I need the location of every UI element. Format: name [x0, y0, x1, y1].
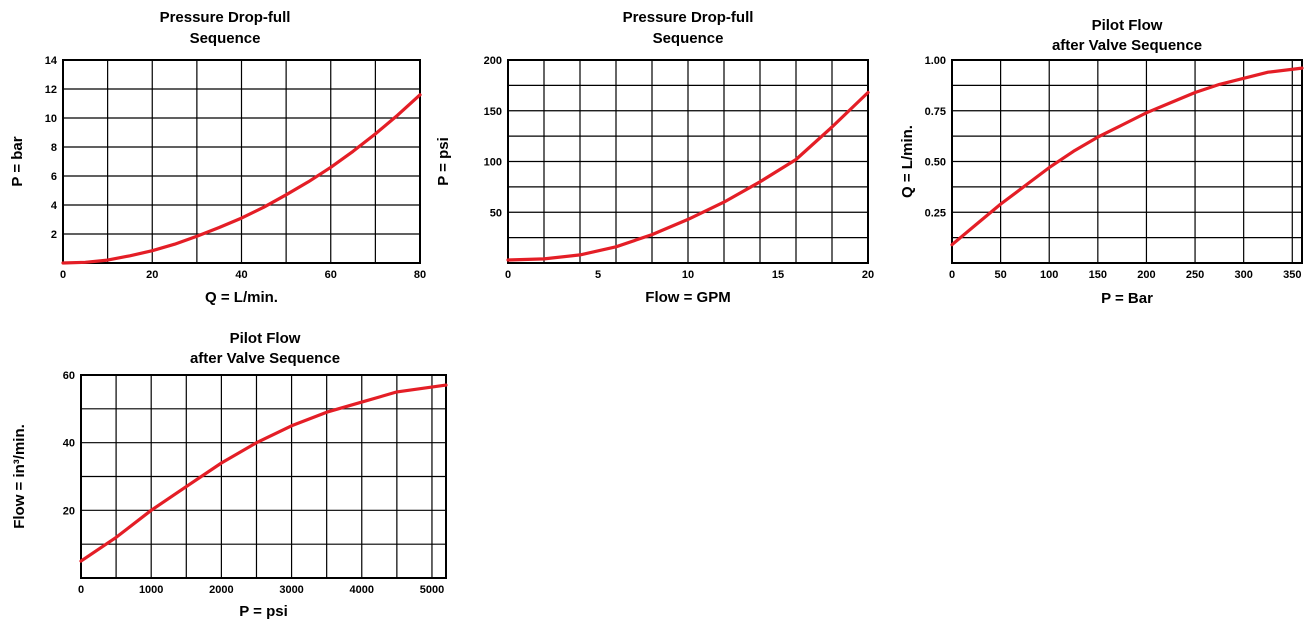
y-tick-label: 50: [490, 207, 502, 219]
plot-frame: [951, 59, 1303, 264]
y-axis-label: P = bar: [9, 136, 26, 186]
chart-4: Pilot Flow after Valve Sequence 0 1000 2000 3…: [11, 330, 448, 620]
y-axis-label: P = psi: [435, 137, 452, 186]
x-tick-label: 250: [1186, 269, 1204, 281]
x-tick-label: 40: [235, 269, 247, 281]
x-tick-label: 5000: [420, 584, 444, 596]
y-tick-label: 6: [51, 171, 57, 183]
y-tick-label: 1.00: [925, 55, 946, 67]
chart-title: Pilot Flow: [1092, 17, 1163, 34]
x-tick-label: 20: [146, 269, 158, 281]
chart-title: Pressure Drop-full: [160, 9, 291, 26]
y-axis-label: Q = L/min.: [899, 125, 916, 198]
x-tick-label: 100: [1040, 269, 1058, 281]
chart-title: Pilot Flow: [230, 330, 301, 347]
y-tick-label: 100: [484, 157, 502, 169]
chart-1: Pressure Drop-full Sequence 0 20 40 60 80 2 4 6 8 1…: [9, 9, 426, 306]
x-tick-label: 10: [682, 269, 694, 281]
x-tick-label: 80: [414, 269, 426, 281]
y-tick-label: 40: [63, 438, 75, 450]
x-tick-label: 50: [994, 269, 1006, 281]
x-tick-label: 2000: [209, 584, 233, 596]
x-tick-label: 4000: [350, 584, 374, 596]
series-line: [79, 383, 448, 563]
series-line: [950, 66, 1304, 247]
chart-3: Pilot Flow after Valve Sequence 0 50 100 150 2…: [899, 17, 1304, 307]
chart-title: after Valve Sequence: [190, 350, 340, 367]
y-tick-label: 12: [45, 84, 57, 96]
series-line: [61, 93, 422, 265]
x-axis-label: P = psi: [239, 603, 288, 620]
y-tick-label: 0.50: [925, 157, 946, 169]
x-tick-label: 200: [1137, 269, 1155, 281]
x-tick-label: 0: [60, 269, 66, 281]
x-tick-label: 1000: [139, 584, 163, 596]
x-tick-label: 0: [505, 269, 511, 281]
y-tick-label: 0.25: [925, 207, 946, 219]
x-tick-label: 150: [1089, 269, 1107, 281]
y-tick-label: 150: [484, 106, 502, 118]
x-tick-label: 0: [78, 584, 84, 596]
y-tick-label: 10: [45, 113, 57, 125]
x-tick-label: 20: [862, 269, 874, 281]
chart-title: Pressure Drop-full: [623, 9, 754, 26]
chart-2: Pressure Drop-full Sequence 0 5 10 15 20 50 100 1…: [435, 9, 874, 306]
chart-title: Sequence: [653, 30, 724, 47]
x-tick-label: 60: [325, 269, 337, 281]
x-axis-label: Flow = GPM: [645, 289, 730, 306]
chart-title: Sequence: [190, 30, 261, 47]
y-tick-label: 2: [51, 229, 57, 241]
y-tick-label: 200: [484, 55, 502, 67]
x-tick-label: 15: [772, 269, 784, 281]
plot-frame: [80, 374, 447, 579]
y-tick-label: 14: [45, 55, 58, 67]
y-tick-label: 0.75: [925, 106, 946, 118]
plot-frame: [507, 59, 869, 264]
x-axis-label: P = Bar: [1101, 290, 1153, 307]
chart-title: after Valve Sequence: [1052, 37, 1202, 54]
y-tick-label: 60: [63, 370, 75, 382]
x-tick-label: 300: [1234, 269, 1252, 281]
x-tick-label: 350: [1283, 269, 1301, 281]
y-tick-label: 8: [51, 142, 57, 154]
y-tick-label: 20: [63, 505, 75, 517]
y-axis-label: Flow = in³/min.: [11, 424, 28, 529]
y-tick-label: 4: [51, 200, 58, 212]
x-tick-label: 0: [949, 269, 955, 281]
x-tick-label: 5: [595, 269, 601, 281]
x-tick-label: 3000: [279, 584, 303, 596]
series-line: [506, 90, 870, 262]
plot-frame: [62, 59, 421, 264]
x-axis-label: Q = L/min.: [205, 289, 278, 306]
